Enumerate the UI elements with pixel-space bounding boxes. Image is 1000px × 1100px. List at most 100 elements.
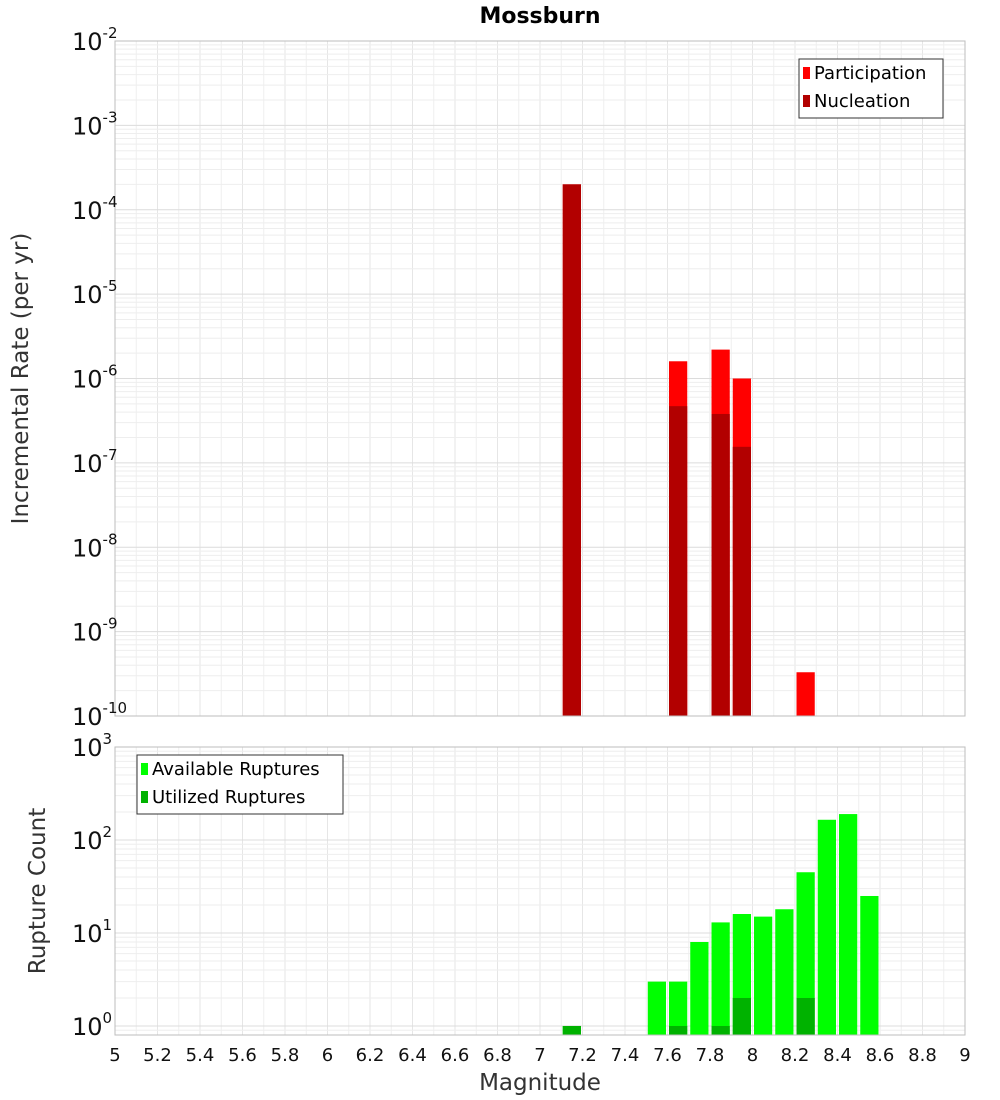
bar: [711, 922, 730, 1035]
x-tick-label: 6.6: [441, 1045, 470, 1066]
y-tick-base: 10: [72, 366, 103, 394]
y-tick-label: 10-2: [72, 24, 118, 56]
series-utilized-ruptures: [562, 997, 815, 1035]
bar: [647, 981, 666, 1035]
y-tick-base: 10: [72, 534, 103, 562]
x-tick-label: 5: [109, 1045, 120, 1066]
legend-box: [798, 58, 944, 119]
legend-swatch: [141, 791, 148, 803]
y-tick-exponent: -6: [103, 362, 118, 380]
x-tick-label: 8: [747, 1045, 758, 1066]
plot-frame: [114, 746, 966, 1036]
y-tick-label: 103: [72, 730, 112, 762]
y-tick-base: 10: [72, 281, 103, 309]
y-tick-exponent: 2: [103, 823, 113, 841]
y-tick-base: 10: [72, 920, 103, 948]
legend-label: Utilized Ruptures: [152, 787, 305, 808]
y-tick-base: 10: [72, 703, 103, 731]
y-tick-exponent: -9: [103, 615, 118, 633]
y-tick-exponent: 1: [103, 916, 113, 934]
x-tick-label: 8.4: [823, 1045, 852, 1066]
x-tick-label: 5.8: [271, 1045, 300, 1066]
panel-1: 10-210-310-410-510-610-710-810-910-10Inc…: [8, 4, 966, 731]
y-tick-exponent: 3: [103, 730, 113, 748]
legend-swatch: [803, 95, 810, 107]
bar: [669, 406, 688, 716]
legend: Available Ruptures Utilized Ruptures: [136, 754, 344, 815]
y-tick-exponent: -10: [103, 699, 128, 717]
bar: [839, 814, 858, 1035]
y-tick-base: 10: [72, 1013, 103, 1041]
y-tick-label: 100: [72, 1009, 112, 1041]
bar: [796, 997, 815, 1035]
legend-label: Participation: [814, 63, 926, 84]
x-tick-label: 5.4: [186, 1045, 215, 1066]
series-nucleation: [562, 184, 751, 717]
legend: Participation Nucleation: [798, 58, 944, 119]
bar: [754, 916, 773, 1035]
bar: [796, 672, 815, 716]
bar: [562, 184, 581, 717]
bar: [860, 895, 879, 1035]
x-tick-label: 8.2: [781, 1045, 810, 1066]
y-tick-exponent: -7: [103, 446, 118, 464]
bar: [796, 872, 815, 1035]
y-tick-base: 10: [72, 619, 103, 647]
legend-box: [136, 754, 344, 815]
y-tick-base: 10: [72, 450, 103, 478]
y-tick-label: 10-5: [72, 277, 118, 309]
y-tick-label: 10-3: [72, 108, 118, 140]
x-tick-label: 7: [534, 1045, 545, 1066]
legend-label: Nucleation: [814, 91, 910, 112]
chart-title: Mossburn: [479, 4, 600, 29]
x-tick-label: 6.8: [483, 1045, 512, 1066]
y-tick-label: 101: [72, 916, 112, 948]
x-tick-label: 5.6: [228, 1045, 257, 1066]
x-tick-label: 5.2: [143, 1045, 172, 1066]
y-tick-exponent: -4: [103, 193, 118, 211]
y-tick-base: 10: [72, 28, 103, 56]
bar: [690, 942, 709, 1035]
y-tick-base: 10: [72, 112, 103, 140]
bar: [562, 1025, 581, 1035]
plot-frame: [114, 40, 966, 717]
y-tick-base: 10: [72, 734, 103, 762]
bar: [775, 909, 794, 1035]
y-tick-base: 10: [72, 827, 103, 855]
x-tick-label: 7.4: [611, 1045, 640, 1066]
legend-swatch: [141, 763, 148, 775]
bar: [732, 446, 751, 716]
y-tick-label: 10-8: [72, 530, 118, 562]
x-tick-label: 8.8: [908, 1045, 937, 1066]
x-tick-label: 6.4: [398, 1045, 427, 1066]
bar: [669, 981, 688, 1035]
y-tick-exponent: -2: [103, 24, 118, 42]
x-axis-label: Magnitude: [479, 1070, 601, 1096]
y-tick-exponent: -3: [103, 108, 118, 126]
x-tick-label: 6: [322, 1045, 333, 1066]
y-tick-exponent: -5: [103, 277, 118, 295]
y-tick-label: 10-4: [72, 193, 118, 225]
x-tick-label: 7.6: [653, 1045, 682, 1066]
y-axis-label: Incremental Rate (per yr): [8, 233, 34, 525]
legend-swatch: [803, 67, 810, 79]
bar: [732, 997, 751, 1035]
x-tick-label: 7.8: [696, 1045, 725, 1066]
y-tick-label: 10-6: [72, 362, 118, 394]
bar: [817, 819, 836, 1035]
x-tick-label: 7.2: [568, 1045, 597, 1066]
x-tick-label: 6.2: [356, 1045, 385, 1066]
bar: [711, 1025, 730, 1035]
bar: [669, 1025, 688, 1035]
legend-label: Available Ruptures: [152, 759, 320, 780]
y-axis-label: Rupture Count: [25, 808, 51, 974]
y-tick-exponent: 0: [103, 1009, 113, 1027]
y-tick-base: 10: [72, 197, 103, 225]
x-tick-label: 8.6: [866, 1045, 895, 1066]
y-tick-exponent: -8: [103, 530, 118, 548]
y-tick-label: 10-10: [72, 699, 127, 731]
x-tick-label: 9: [959, 1045, 970, 1066]
